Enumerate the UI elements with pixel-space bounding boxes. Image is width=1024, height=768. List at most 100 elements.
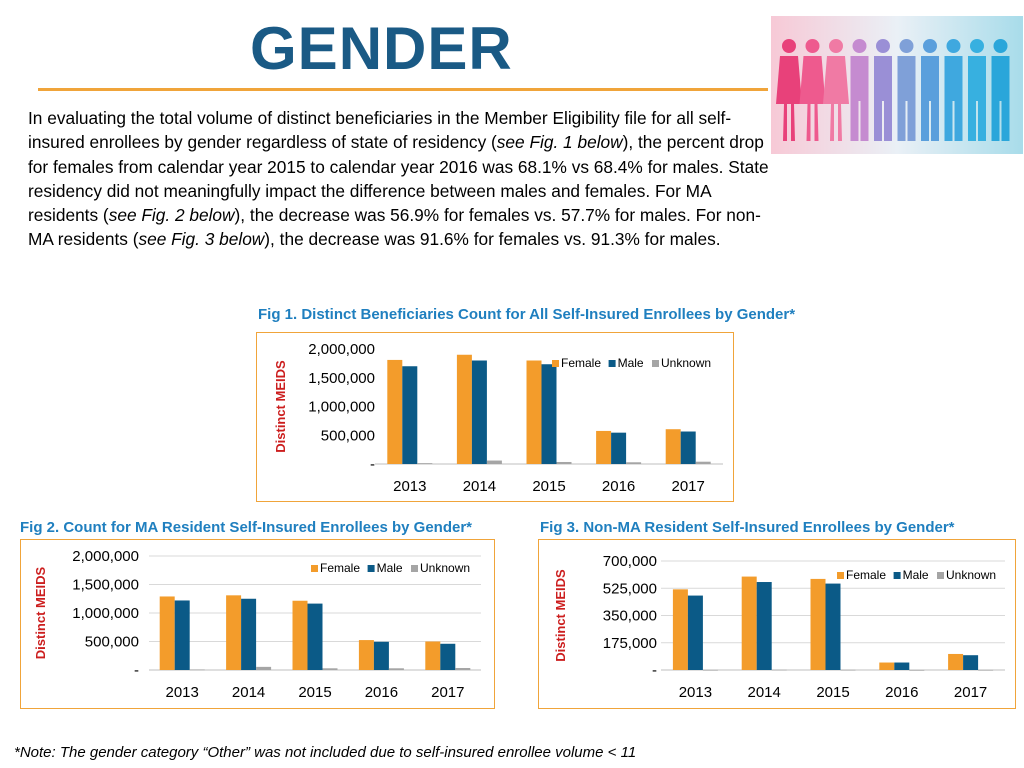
y-tick-label: 1,000,000 <box>308 399 375 416</box>
y-tick-label: 350,000 <box>603 608 657 625</box>
x-tick-label: 2015 <box>298 684 331 701</box>
bar-male <box>611 432 627 464</box>
bar-female <box>879 662 895 670</box>
fig2-chart: - 500,000 1,000,000 1,500,000 2,000,000 Disti… <box>20 539 495 709</box>
bar-female <box>358 640 374 670</box>
bar-male <box>241 598 257 670</box>
bar-unknown <box>556 461 572 464</box>
y-tick-label: 525,000 <box>603 580 657 597</box>
bar-unknown <box>189 669 205 671</box>
legend-label: Female <box>561 356 601 370</box>
bar-female <box>226 595 242 670</box>
bar-male <box>471 360 487 464</box>
y-axis-label: Distinct MEIDS <box>553 569 568 662</box>
x-tick-label: 2013 <box>166 684 199 701</box>
bar-unknown <box>455 668 471 670</box>
chart-svg: - 175,000 350,000 525,000 700,000 Distinct ME… <box>553 553 1005 701</box>
y-tick-label: - <box>652 662 657 679</box>
bar-male <box>307 603 323 670</box>
bar-male <box>402 366 418 464</box>
page-title: GENDER <box>250 15 513 82</box>
x-tick-label: 2015 <box>532 478 565 495</box>
bar-male <box>756 582 772 670</box>
bar-male <box>687 595 703 670</box>
legend-label: Male <box>903 568 929 582</box>
bar-female <box>526 360 542 464</box>
bar-male <box>541 364 557 464</box>
chart-svg: - 500,000 1,000,000 1,500,000 2,000,000 Disti… <box>33 548 481 701</box>
x-tick-label: 2014 <box>463 478 496 495</box>
x-tick-label: 2014 <box>748 684 781 701</box>
legend-swatch <box>893 572 901 579</box>
footnote: *Note: The gender category “Other” was n… <box>14 744 637 761</box>
person-icon <box>897 39 916 141</box>
bar-female <box>672 589 688 670</box>
bar-unknown <box>388 668 404 670</box>
paragraph-segment: ), the decrease was 56.9% for females vs… <box>28 205 761 250</box>
legend-label: Male <box>377 561 403 575</box>
x-tick-label: 2016 <box>365 684 398 701</box>
bar-female <box>741 576 757 670</box>
people-silhouettes-image <box>771 16 1023 154</box>
paragraph-segment: see Fig. 3 below <box>138 229 265 250</box>
person-icon <box>874 39 892 141</box>
bar-unknown <box>486 460 502 464</box>
x-tick-label: 2017 <box>672 478 705 495</box>
x-tick-label: 2015 <box>816 684 849 701</box>
legend-label: Unknown <box>946 568 996 582</box>
bar-male <box>440 643 456 670</box>
legend-label: Male <box>618 356 644 370</box>
fig2-title: Fig 2. Count for MA Resident Self-Insure… <box>20 519 473 536</box>
y-tick-label: 175,000 <box>603 635 657 652</box>
y-tick-label: 500,000 <box>321 427 375 444</box>
bar-female <box>810 578 826 670</box>
y-tick-label: 500,000 <box>85 634 139 651</box>
person-icon <box>944 39 963 141</box>
chart-svg: - 500,000 1,000,000 1,500,000 2,000,000 Disti… <box>273 341 723 495</box>
bar-female <box>948 653 964 670</box>
legend-label: Unknown <box>661 356 711 370</box>
legend-label: Female <box>846 568 886 582</box>
legend-swatch <box>552 360 559 367</box>
bar-unknown <box>909 669 925 671</box>
people-silhouettes-icon <box>776 39 1010 141</box>
legend-swatch <box>837 572 844 579</box>
bar-unknown <box>256 666 272 670</box>
paragraph-segment: ), the percent drop for females from cal… <box>28 132 769 226</box>
x-tick-label: 2017 <box>431 684 464 701</box>
y-tick-label: 2,000,000 <box>308 341 375 358</box>
paragraph-segment: see Fig. 2 below <box>108 205 235 226</box>
person-icon <box>850 39 869 141</box>
bar-female <box>456 354 472 464</box>
y-tick-label: 1,500,000 <box>308 370 375 387</box>
bar-female <box>292 600 308 670</box>
x-tick-label: 2017 <box>954 684 987 701</box>
bar-male <box>174 600 190 670</box>
title-underline <box>38 88 768 91</box>
bar-female <box>665 429 681 464</box>
bar-unknown <box>771 669 787 671</box>
x-tick-label: 2013 <box>393 478 426 495</box>
legend-swatch <box>411 565 418 572</box>
fig3-chart: - 175,000 350,000 525,000 700,000 Distinct ME… <box>538 539 1016 709</box>
legend-swatch <box>311 565 318 572</box>
y-tick-label: 1,500,000 <box>72 577 139 594</box>
bar-unknown <box>626 462 642 464</box>
bar-male <box>894 662 910 670</box>
bar-male <box>825 583 841 670</box>
bar-unknown <box>417 463 433 464</box>
bar-unknown <box>840 669 856 671</box>
fig1-title: Fig 1. Distinct Beneficiaries Count for … <box>258 306 796 323</box>
person-icon <box>991 39 1010 141</box>
x-tick-label: 2014 <box>232 684 265 701</box>
y-axis-label: Distinct MEIDS <box>33 566 48 659</box>
bar-male <box>680 431 696 464</box>
bar-female <box>596 430 612 464</box>
legend-label: Unknown <box>420 561 470 575</box>
person-icon <box>823 39 849 141</box>
x-tick-label: 2016 <box>602 478 635 495</box>
bar-male <box>373 641 389 670</box>
legend-swatch <box>652 360 659 367</box>
y-tick-label: - <box>134 662 139 679</box>
y-tick-label: 2,000,000 <box>72 548 139 565</box>
